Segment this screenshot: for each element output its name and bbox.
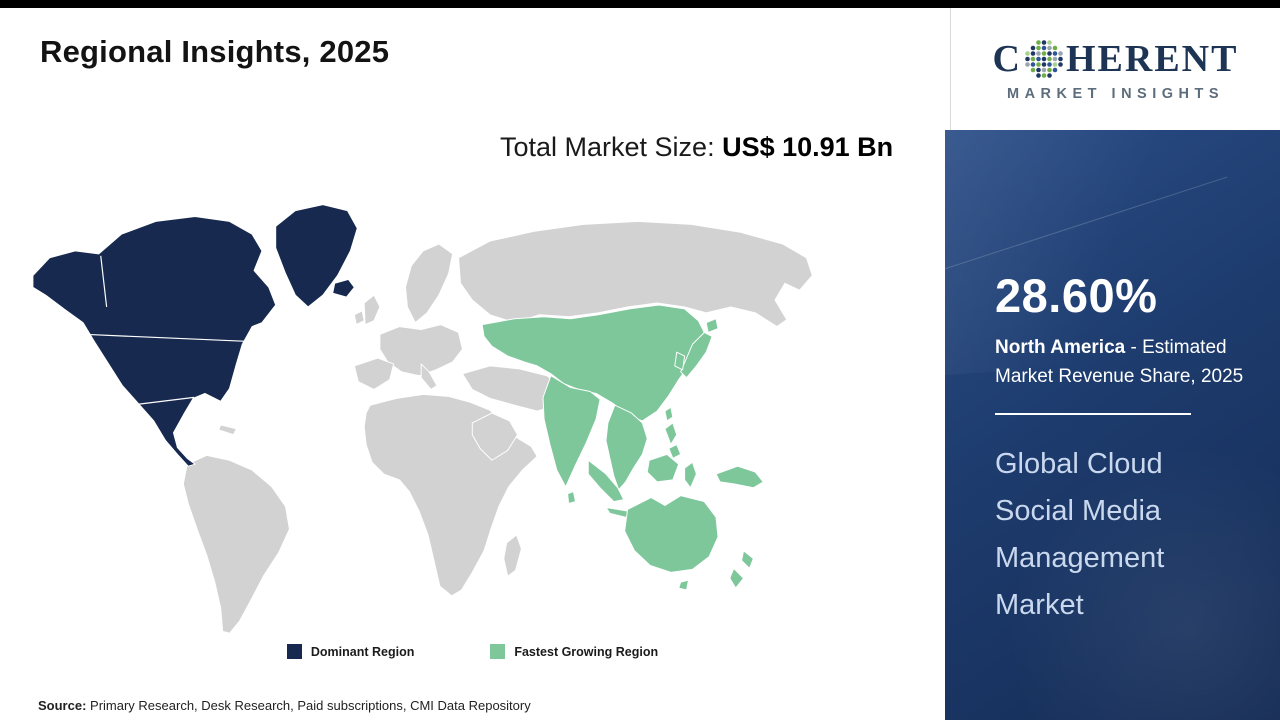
source-label: Source: — [38, 698, 87, 713]
logo-prefix: C — [992, 37, 1022, 80]
philippines-south — [668, 444, 682, 459]
globe-dots-icon — [1025, 39, 1063, 78]
sidebar-panel: 28.60% North America - Estimated Market … — [945, 130, 1280, 720]
hokkaido — [705, 318, 719, 333]
region-asia-pacific-fastest-growing — [481, 304, 764, 591]
arabia — [471, 412, 518, 461]
sri-lanka — [567, 491, 576, 505]
korea — [674, 351, 686, 371]
south-america — [182, 454, 290, 634]
australia — [624, 495, 719, 573]
region-north-america-dominant — [32, 204, 358, 467]
new-zealand-south — [729, 567, 745, 589]
dominant-region-swatch-icon — [286, 644, 302, 659]
madagascar — [503, 534, 522, 577]
scandinavia — [404, 243, 454, 324]
tasmania — [678, 579, 690, 591]
sulawesi — [684, 461, 697, 489]
ireland — [353, 310, 365, 326]
market-size-label: Total Market Size: — [500, 132, 723, 162]
indochina — [605, 404, 648, 491]
us-canada-border — [86, 333, 247, 342]
legend-label-fastest-growing: Fastest Growing Region — [514, 644, 659, 659]
iceland — [332, 278, 355, 298]
revenue-share-value: 28.60% — [995, 269, 1158, 322]
world-map-svg — [32, 204, 813, 634]
revenue-share-description: North America - Estimated Market Revenue… — [995, 333, 1257, 391]
legend-item-fastest-growing: Fastest Growing Region — [490, 644, 658, 659]
new-guinea — [715, 465, 764, 489]
taiwan — [664, 406, 674, 422]
north-america — [32, 216, 277, 467]
us-mexico-border — [138, 396, 195, 405]
revenue-share-desc-text: - Estimated Market Revenue Share, 2025 — [995, 337, 1244, 387]
italy — [420, 363, 438, 390]
logo-subtitle: MARKET INSIGHTS — [1006, 85, 1225, 102]
map-legend: Dominant Region Fastest Growing Region — [0, 644, 945, 659]
coherent-logo: C HERENT — [993, 37, 1239, 81]
new-zealand-north — [741, 550, 754, 569]
logo-suffix: HERENT — [1065, 37, 1239, 80]
total-market-size: Total Market Size: US$ 10.91 Bn — [500, 128, 902, 166]
region-rest-of-world — [182, 220, 813, 634]
india — [542, 375, 601, 488]
revenue-share-region: North America — [995, 337, 1126, 358]
market-size-value: US$ 10.91 Bn — [722, 132, 894, 162]
greenland — [275, 204, 358, 308]
alaska-canada-border — [100, 255, 108, 307]
cuba — [218, 424, 237, 436]
borneo — [646, 453, 680, 483]
sidebar-accent-line — [945, 176, 1228, 277]
iberia — [353, 357, 395, 390]
main-content: Regional Insights, 2025 Total Market Siz… — [0, 8, 945, 720]
central-asia-china — [481, 304, 707, 422]
stat-divider — [995, 413, 1191, 415]
source-note: Source: Primary Research, Desk Research,… — [38, 698, 531, 713]
philippines-north — [664, 422, 678, 446]
japan — [680, 331, 713, 379]
united-kingdom — [363, 294, 381, 326]
legend-item-dominant: Dominant Region — [286, 644, 415, 659]
legend-label-dominant: Dominant Region — [310, 644, 415, 659]
logo-area: C HERENT MARKET INSIGHTS — [950, 8, 1280, 130]
market-name: Global Cloud Social Media Management Mar… — [995, 448, 1165, 621]
source-text: Primary Research, Desk Research, Paid su… — [86, 698, 531, 713]
top-black-bar — [0, 0, 1280, 8]
world-map-choropleth — [28, 196, 834, 640]
sumatra — [587, 459, 625, 503]
page-title: Regional Insights, 2025 — [40, 34, 390, 69]
fastest-growing-region-swatch-icon — [490, 644, 506, 659]
